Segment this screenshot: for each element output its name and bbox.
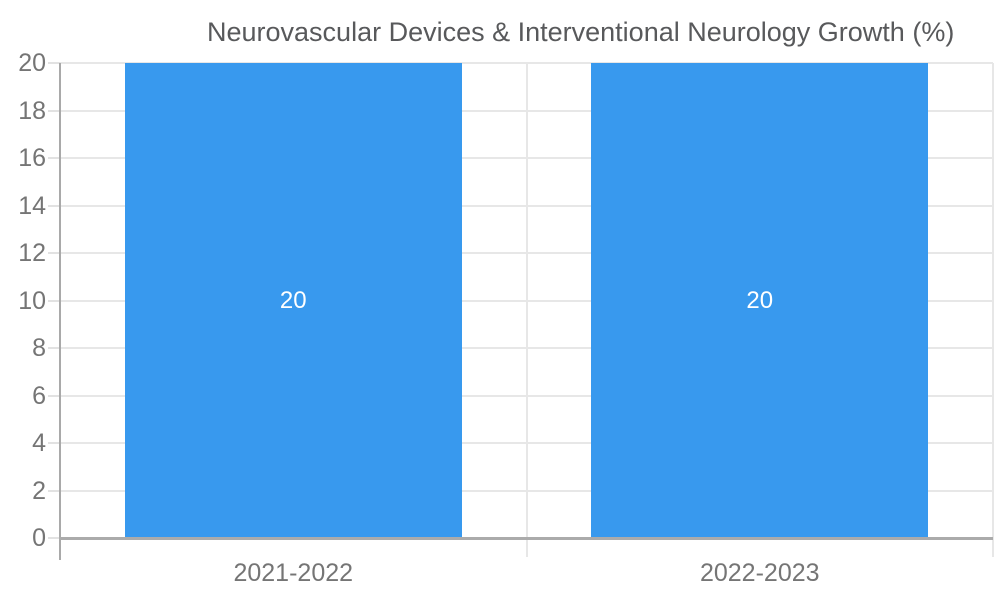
y-tick-mark [48,299,60,302]
category-divider [525,63,528,557]
y-axis-tick-label: 18 [18,96,46,125]
y-axis-tick-label: 0 [32,524,46,552]
legend-swatch [117,22,192,43]
y-axis-tick-label: 8 [32,334,46,362]
y-tick-mark [48,252,60,254]
y-tick-mark [48,347,60,349]
y-axis-tick-label: 2 [32,476,46,505]
y-tick-mark [48,109,60,112]
y-axis-tick-label: 16 [18,144,46,172]
y-tick-mark [48,537,60,539]
y-tick-mark [48,442,60,444]
y-tick-mark [48,62,60,64]
bar[interactable]: 20 [591,63,929,538]
x-axis-baseline [59,537,993,540]
y-tick-mark [48,204,60,207]
category-divider [992,63,994,557]
y-tick-mark [48,394,60,397]
y-tick-mark [48,157,60,159]
y-axis-tick-label: 12 [18,239,46,267]
y-axis-tick-label: 20 [18,49,46,77]
y-axis-tick-label: 4 [32,429,46,457]
legend-label: Neurovascular Devices & Interventional N… [207,17,955,47]
bar[interactable]: 20 [124,63,462,538]
legend[interactable]: Neurovascular Devices & Interventional N… [117,17,954,47]
bar-value-label: 20 [746,286,774,314]
y-axis-tick-label: 6 [32,381,46,410]
y-axis-tick-label: 14 [18,191,46,220]
x-axis-tick-label: 2022-2023 [699,559,820,587]
y-axis-tick-label: 10 [18,286,46,315]
y-axis-line [59,63,61,560]
x-axis-tick-label: 2021-2022 [233,559,354,587]
bar-value-label: 20 [279,286,307,314]
y-tick-mark [48,489,60,492]
